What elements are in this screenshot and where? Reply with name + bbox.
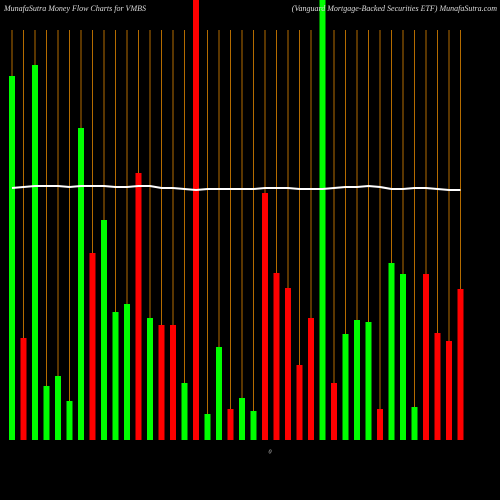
bar <box>354 320 360 440</box>
bar <box>181 383 188 440</box>
bar <box>400 274 406 440</box>
bar <box>227 409 234 440</box>
bar <box>135 173 142 440</box>
bar <box>204 414 211 440</box>
bar <box>78 128 84 440</box>
bar <box>411 407 418 440</box>
bar <box>273 273 280 440</box>
bar <box>158 325 165 440</box>
bar <box>124 304 130 440</box>
bar <box>32 65 38 440</box>
money-flow-line <box>11 184 461 192</box>
annotation: 0 <box>269 449 272 455</box>
bar <box>193 0 199 440</box>
bar <box>20 338 27 440</box>
bar <box>89 253 96 440</box>
bar <box>388 263 395 440</box>
line-layer <box>11 184 461 192</box>
bar <box>434 333 441 440</box>
bar <box>365 322 372 440</box>
bar <box>112 312 119 440</box>
bar <box>101 220 107 440</box>
bar <box>331 383 337 440</box>
bar <box>239 398 245 440</box>
bar <box>296 365 303 440</box>
bars <box>9 0 464 440</box>
bar <box>262 193 268 440</box>
bar <box>170 325 176 440</box>
bar <box>9 76 15 440</box>
bar <box>55 376 61 440</box>
bar <box>66 401 73 440</box>
bar <box>342 334 349 440</box>
bar <box>446 341 452 440</box>
bar <box>43 386 50 440</box>
bar <box>319 0 326 440</box>
bar <box>216 347 222 440</box>
bar <box>285 288 291 440</box>
bar <box>457 289 464 440</box>
chart-subtitle: (Vanguard Mortgage-Backed Securities ETF… <box>292 4 497 13</box>
bar <box>250 411 257 440</box>
bar <box>308 318 314 440</box>
bar <box>147 318 153 440</box>
bar <box>377 409 383 440</box>
bar <box>423 274 429 440</box>
chart-title: MunafaSutra Money Flow Charts for VMBS <box>3 4 146 13</box>
